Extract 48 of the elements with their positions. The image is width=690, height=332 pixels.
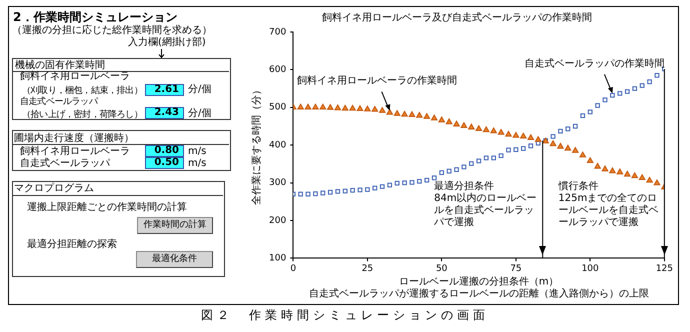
text: 自走式ベールラッパが運搬するロールベールの距離（進入路側から）の上限 (308, 288, 649, 300)
annotation: 125mまでの全てのロールベールを自走式ベールラッパで運搬 (558, 192, 658, 228)
annotation: 慣行条件 (557, 180, 598, 192)
text: （運搬の分担に応じた総作業時間を求める） (12, 25, 212, 36)
y-tick-label: 400 (268, 140, 286, 150)
text: 運搬上限距離ごとの作業時間の計算 (27, 202, 187, 214)
text: 自走式ベールラッパ (20, 96, 98, 108)
x-tick-label: 75 (510, 264, 522, 274)
text: （拾い上げ，密封，荷降ろし） (22, 109, 142, 121)
caption: 図２ 作業時間シミュレーションの画面 (200, 308, 490, 322)
text: 0.80 (145, 145, 184, 157)
text: 飼料イネ用ロールベーラ (20, 146, 130, 158)
x-tick-label: 50 (436, 264, 448, 274)
text: 0.50 (145, 157, 184, 169)
text: m/s (188, 146, 206, 158)
x-axis-title: ロールベール運搬の分担条件（m） (398, 276, 559, 288)
text: 入力欄(網掛け部) (128, 37, 206, 49)
x-tick-label: 25 (362, 264, 374, 274)
x-tick-label: 0 (290, 264, 296, 274)
text: 作業時間の計算 (137, 217, 213, 234)
text: マクロプログラム (14, 183, 94, 195)
text: 2.43 (145, 107, 184, 119)
text: 分/個 (188, 108, 212, 120)
text: （刈取り，梱包，結束，排出） (22, 85, 142, 96)
y-tick-label: 100 (268, 254, 286, 264)
text: 機械の固有作業時間 (15, 60, 105, 71)
text: 圃場内走行速度（運搬時） (14, 133, 134, 145)
text: 飼料イネ用ロールベーラ (20, 71, 130, 83)
x-tick-label: 125 (656, 264, 674, 274)
y-tick-label: 300 (268, 178, 286, 188)
annotation: 84m以内のロールベールを自走式ベールラッパで運搬 (433, 192, 537, 228)
text: 自走式ベールラッパ (20, 158, 110, 170)
text: 最適分担距離の探索 (27, 239, 117, 251)
text: 2.61 (145, 84, 184, 96)
text: 2．作業時間シミュレーション (13, 10, 178, 24)
y-tick-label: 500 (268, 102, 286, 113)
text: 最適化条件 (136, 251, 213, 268)
annotation: 自走式ベールラッパの作業時間 (524, 57, 664, 70)
y-tick-label: 600 (268, 65, 286, 76)
y-axis-title: 全作業に要する時間（分） (250, 85, 263, 206)
y-tick-label: 200 (268, 216, 286, 226)
x-tick-label: 100 (582, 264, 600, 274)
text: 分/個 (188, 84, 212, 96)
chart-title: 飼料イネ用ロールベーラ及び自走式ベールラッパの作業時間 (322, 12, 592, 24)
y-tick-label: 700 (268, 27, 286, 38)
text: m/s (188, 158, 206, 170)
annotation: 最適分担条件 (434, 180, 494, 192)
annotation: 飼料イネ用ロールベーラの作業時間 (297, 74, 458, 87)
